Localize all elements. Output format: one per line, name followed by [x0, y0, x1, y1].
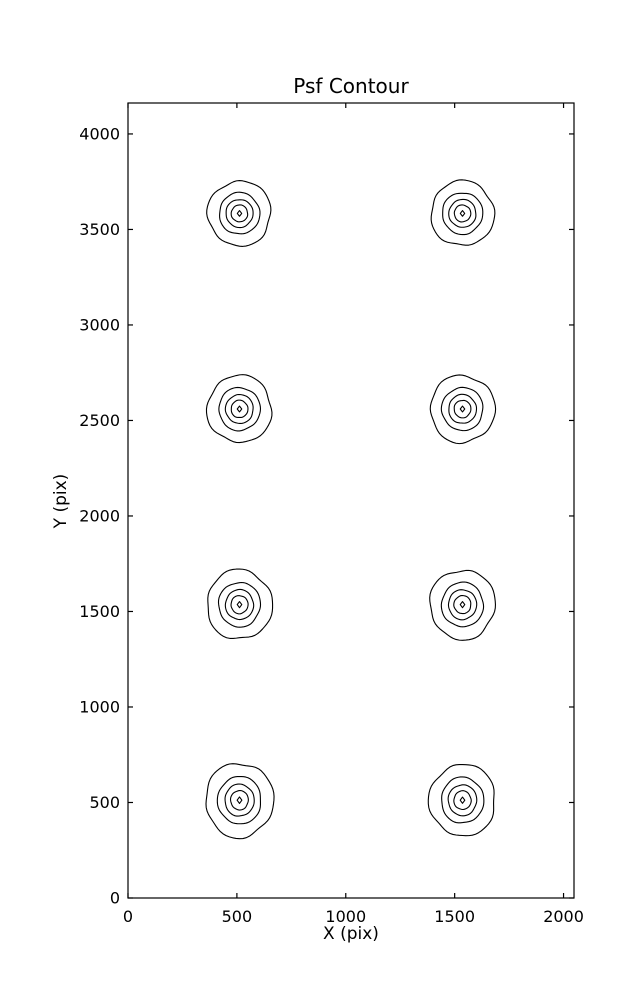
- y-tick-label: 0: [110, 889, 120, 908]
- contour-ring: [427, 763, 495, 837]
- x-tick-label: 0: [123, 907, 133, 926]
- contour-ring: [224, 588, 255, 621]
- contour-ring: [224, 783, 255, 817]
- contour-ring: [429, 374, 497, 445]
- contour-ring: [447, 784, 478, 817]
- contour-ring: [217, 581, 262, 628]
- contour-ring: [218, 386, 262, 432]
- contour-ring: [216, 775, 262, 825]
- contour-ring: [206, 180, 272, 247]
- y-tick-label: 2000: [79, 507, 120, 526]
- contour-ring: [429, 569, 496, 641]
- y-tick-label: 2500: [79, 411, 120, 430]
- contour-peak: [236, 796, 243, 805]
- contour-ring: [224, 393, 254, 425]
- contour-ring: [448, 198, 477, 228]
- y-tick-label: 3500: [79, 220, 120, 239]
- plot-title: Psf Contour: [293, 74, 409, 98]
- contour-ring: [440, 386, 484, 432]
- plot-frame: [127, 102, 575, 899]
- x-tick-label: 500: [222, 907, 253, 926]
- contour-ring: [207, 568, 274, 639]
- contour-ring: [205, 763, 275, 840]
- contour-peak: [459, 210, 466, 217]
- contour-peak: [236, 405, 243, 413]
- x-tick-label: 1000: [325, 907, 366, 926]
- contour-ring: [441, 776, 485, 824]
- contour-ring: [453, 399, 472, 419]
- y-tick-label: 4000: [79, 125, 120, 144]
- contour-ring: [442, 192, 484, 236]
- contour-peak: [236, 210, 243, 217]
- contour-ring: [219, 191, 261, 235]
- contour-ring: [440, 581, 485, 628]
- contour-ring: [447, 589, 478, 621]
- x-tick-label: 1500: [434, 907, 475, 926]
- x-tick-label: 2000: [543, 907, 584, 926]
- contour-ring: [225, 199, 254, 229]
- y-tick-label: 500: [89, 793, 120, 812]
- contour-ring: [453, 595, 472, 615]
- contour-peak: [459, 601, 466, 609]
- contour-ring: [453, 790, 472, 811]
- y-tick-label: 3000: [79, 316, 120, 335]
- contour-peak: [236, 601, 243, 609]
- contour-ring: [453, 204, 472, 223]
- contour-peak: [459, 796, 466, 804]
- y-tick-label: 1500: [79, 602, 120, 621]
- contour-ring: [448, 393, 478, 424]
- contour-ring: [230, 399, 249, 419]
- y-axis-label: Y (pix): [51, 473, 71, 529]
- contour-peak: [459, 405, 466, 413]
- contour-ring: [230, 595, 249, 615]
- contour-ring: [230, 204, 249, 223]
- contour-ring: [229, 789, 249, 811]
- contour-ring: [205, 374, 273, 444]
- contour-ring: [430, 179, 496, 246]
- x-axis-label: X (pix): [323, 924, 379, 944]
- y-tick-label: 1000: [79, 698, 120, 717]
